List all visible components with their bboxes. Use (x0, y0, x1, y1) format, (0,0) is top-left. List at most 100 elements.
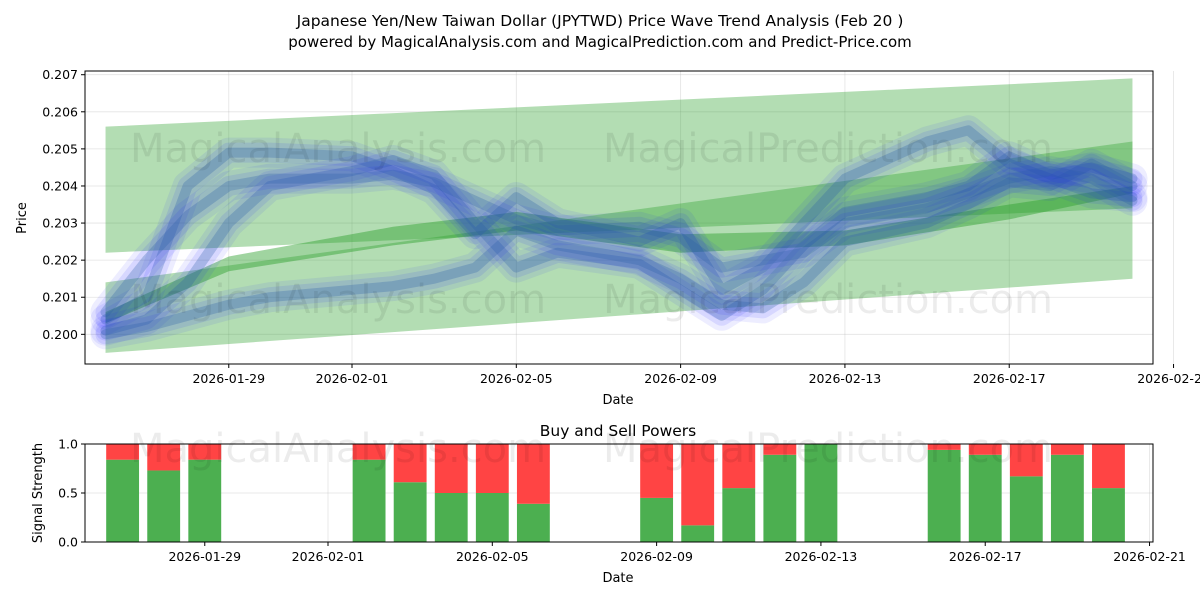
bottom-x-tick-label: 2026-02-01 (292, 549, 365, 564)
buy-power-bar (393, 482, 427, 542)
top-y-tick-label: 0.202 (42, 253, 78, 268)
sell-power-bar (188, 444, 222, 460)
watermark-top-left: MagicalAnalysis.com (130, 126, 546, 172)
top-grid (85, 71, 1174, 364)
buy-power-bar (1092, 488, 1125, 542)
top-axes-frame (84, 70, 1154, 365)
sell-power-bar (147, 444, 181, 471)
sell-power-bar (927, 444, 961, 450)
top-y-tick-label: 0.200 (42, 327, 78, 342)
top-x-tick-label: 2026-02-05 (480, 371, 553, 386)
bottom-x-tick-label: 2026-02-21 (1113, 549, 1186, 564)
price-wave-line (90, 141, 1148, 346)
buy-power-bar (516, 503, 550, 542)
sell-power-bar (475, 444, 509, 493)
sell-power-bar (434, 444, 468, 493)
bottom-chart-title: Buy and Sell Powers (540, 422, 697, 440)
top-y-tick-label: 0.203 (42, 216, 78, 231)
watermark-top-right: MagicalPrediction.com (603, 126, 1053, 172)
buy-power-bar (804, 444, 838, 542)
top-watermarks: MagicalAnalysis.com MagicalPrediction.co… (130, 126, 1053, 323)
bottom-x-tick-label: 2026-02-17 (949, 549, 1022, 564)
buy-power-bar (927, 449, 961, 542)
bottom-y-tick-label: 0.5 (58, 486, 78, 501)
sell-power-bar (968, 444, 1002, 455)
top-y-tick-label: 0.204 (42, 178, 78, 193)
bottom-y-axis-label: Signal Strength (31, 443, 46, 543)
sell-power-bar (1009, 444, 1043, 477)
sell-power-bar (1050, 444, 1084, 455)
bottom-x-ticks: 2026-01-29 2026-02-01 2026-02-05 2026-02-09… (168, 542, 1186, 564)
bottom-watermarks: MagicalAnalysis.com MagicalPrediction.co… (130, 426, 1053, 472)
buy-power-bar (763, 454, 797, 542)
bottom-y-tick-label: 1.0 (58, 437, 78, 452)
bottom-x-tick-label: 2026-01-29 (168, 549, 241, 564)
sell-power-bar (352, 444, 386, 460)
sell-power-bar (393, 444, 427, 483)
price-wave-line (90, 148, 1148, 350)
watermark-bottom-left: MagicalAnalysis.com (130, 426, 546, 472)
bottom-x-tick-label: 2026-02-05 (456, 549, 529, 564)
buy-power-bar (968, 454, 1002, 542)
buy-power-bar (722, 488, 756, 542)
sell-power-bar (106, 444, 140, 460)
bottom-y-ticks: 0.0 0.5 1.0 (58, 437, 85, 550)
top-x-tick-label: 2026-02-17 (973, 371, 1046, 386)
top-x-tick-label: 2026-02-09 (644, 371, 717, 386)
top-x-tick-label: 2026-02-21 (1137, 371, 1200, 386)
chart-title: Japanese Yen/New Taiwan Dollar (JPYTWD) … (296, 12, 904, 30)
price-wave-line (100, 166, 1138, 318)
top-x-tick-label: 2026-02-01 (316, 371, 389, 386)
price-wave-line (95, 161, 1143, 323)
top-x-ticks: 2026-01-29 2026-02-01 2026-02-05 2026-02-09… (192, 364, 1200, 386)
buy-power-bar (352, 459, 386, 542)
buy-power-bar (640, 497, 674, 542)
top-y-axis-label: Price (15, 202, 30, 234)
green-trend-band (105, 78, 1133, 253)
watermark-mid-left: MagicalAnalysis.com (130, 277, 546, 323)
buy-power-bar (106, 459, 140, 542)
bottom-x-tick-label: 2026-02-13 (785, 549, 858, 564)
top-y-tick-label: 0.206 (42, 104, 78, 119)
price-wave-line (95, 146, 1143, 341)
bottom-x-axis-label: Date (602, 571, 633, 586)
sell-power-bar (640, 444, 674, 498)
bottom-plot-area (106, 444, 1125, 542)
watermark-mid-right: MagicalPrediction.com (603, 277, 1053, 323)
green-trend-band (105, 141, 1133, 353)
price-wave-line (90, 156, 1148, 328)
sell-power-bar (1092, 444, 1125, 489)
sell-power-bar (516, 444, 550, 504)
buy-power-bar (1050, 454, 1084, 542)
chart-subtitle: powered by MagicalAnalysis.com and Magic… (288, 33, 912, 51)
price-wave-line (100, 151, 1138, 336)
price-wave-line (90, 115, 1148, 335)
buy-power-bar (147, 470, 181, 542)
buy-power-bar (681, 525, 715, 542)
price-wave-line (95, 153, 1143, 345)
top-y-ticks: 0.200 0.201 0.202 0.203 0.204 0.205 0.206 0.207 (42, 67, 85, 342)
bottom-x-tick-label: 2026-02-09 (620, 549, 693, 564)
top-x-axis-label: Date (602, 393, 633, 408)
sell-power-bar (681, 444, 715, 526)
bottom-y-tick-label: 0.0 (58, 535, 78, 550)
top-plot-area (90, 78, 1148, 353)
price-wave-line (100, 158, 1138, 340)
top-y-tick-label: 0.201 (42, 290, 78, 305)
sell-power-bar (763, 444, 797, 455)
buy-power-bar (1009, 476, 1043, 542)
watermark-bottom-right: MagicalPrediction.com (603, 426, 1053, 472)
buy-power-bar (475, 493, 509, 542)
price-wave-line (95, 120, 1143, 330)
sell-power-bar (722, 444, 756, 489)
top-x-tick-label: 2026-01-29 (192, 371, 265, 386)
buy-power-bar (188, 459, 222, 542)
buy-power-bar (434, 493, 468, 542)
top-x-tick-label: 2026-02-13 (809, 371, 882, 386)
price-wave-line (100, 125, 1138, 325)
top-y-tick-label: 0.205 (42, 141, 78, 156)
top-y-tick-label: 0.207 (42, 67, 78, 82)
green-trend-band (105, 185, 1133, 324)
